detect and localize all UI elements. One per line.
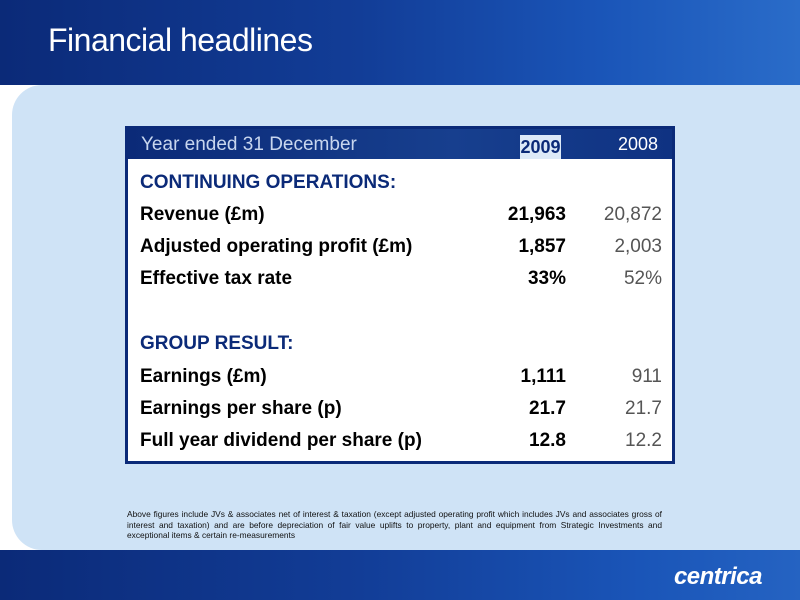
table-header: Year ended 31 December 2009 2008: [128, 129, 672, 159]
row-label: Revenue (£m): [140, 204, 265, 225]
row-label: Effective tax rate: [140, 268, 293, 289]
table-row: Earnings per share (p) 21.7 21.7: [140, 398, 662, 422]
value-2009: 1,111: [520, 366, 566, 387]
row-label: Adjusted operating profit (£m): [140, 236, 413, 257]
row-label: Earnings (£m): [140, 366, 267, 387]
value-2008: 21.7: [625, 398, 662, 419]
value-2008: 911: [631, 366, 662, 387]
table-row: Earnings (£m) 1,111 911: [140, 366, 662, 390]
centrica-logo: centrica: [673, 563, 763, 590]
slide-title: Financial headlines: [48, 22, 313, 58]
financial-table: Year ended 31 December 2009 2008 CONTINU…: [125, 126, 675, 464]
table-row: Full year dividend per share (p) 12.8 12…: [140, 430, 662, 454]
value-2009: 21.7: [529, 398, 566, 419]
header-2009: 2009: [520, 135, 561, 159]
table-row: Revenue (£m) 21,963 20,872: [140, 204, 662, 228]
table-row: Adjusted operating profit (£m) 1,857 2,0…: [140, 236, 662, 260]
section-continuing-operations: CONTINUING OPERATIONS:: [140, 172, 397, 193]
slide-footer: [0, 550, 800, 600]
row-label: Earnings per share (p): [140, 398, 342, 419]
row-label: Full year dividend per share (p): [140, 430, 422, 451]
value-2009: 12.8: [529, 430, 566, 451]
value-2009: 21,963: [507, 204, 566, 225]
header-2008: 2008: [617, 134, 658, 154]
value-2008: 52%: [623, 268, 662, 289]
footnote: Above figures include JVs & associates n…: [127, 509, 662, 540]
value-2009: 1,857: [518, 236, 566, 257]
value-2008: 20,872: [603, 204, 662, 225]
slide-header: Financial headlines: [0, 0, 800, 85]
value-2008: 12.2: [625, 430, 662, 451]
header-year-label: Year ended 31 December: [141, 134, 357, 155]
value-2009: 33%: [527, 268, 566, 289]
section-group-result: GROUP RESULT:: [140, 333, 294, 354]
table-row: Effective tax rate 33% 52%: [140, 268, 662, 292]
value-2008: 2,003: [614, 236, 662, 257]
